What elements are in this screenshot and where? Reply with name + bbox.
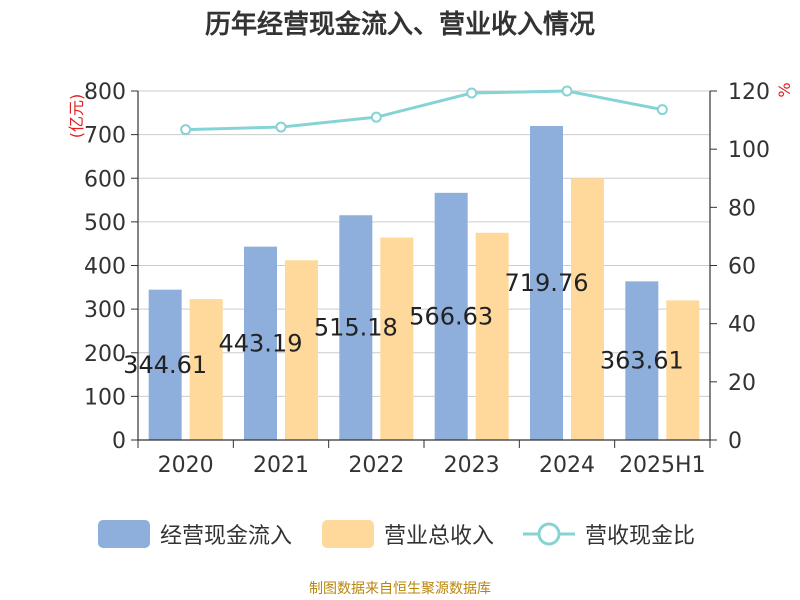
x-tick-label: 2020 xyxy=(158,453,214,478)
y-right-tick-label: 120 xyxy=(728,80,770,105)
point-ratio xyxy=(466,87,478,99)
bar-cash-inflow xyxy=(625,281,659,440)
y-left-axis-label: (亿元) xyxy=(67,94,86,139)
y-right-tick-label: 60 xyxy=(728,255,756,280)
x-tick-label: 2025H1 xyxy=(619,453,706,478)
y-left-tick-label: 700 xyxy=(84,124,126,149)
y-left-tick-label: 200 xyxy=(84,342,126,367)
point-ratio xyxy=(370,111,382,123)
data-label-cash-inflow: 363.61 xyxy=(600,347,684,375)
line-ratio xyxy=(185,89,663,132)
bar-cash-inflow xyxy=(530,126,563,440)
x-tick-label: 2023 xyxy=(444,453,500,478)
chart-title: 历年经营现金流入、营业收入情况 xyxy=(204,10,595,40)
y-right-tick-label: 20 xyxy=(728,371,756,396)
y-left-tick-label: 300 xyxy=(84,298,126,323)
bar-revenue xyxy=(571,178,604,440)
y-right-axis-label: % xyxy=(775,82,794,97)
data-label-cash-inflow: 344.61 xyxy=(123,351,207,379)
bar-revenue xyxy=(475,232,509,440)
x-tick-label: 2022 xyxy=(348,453,404,478)
y-left-tick-label: 100 xyxy=(84,385,126,410)
bar-revenue xyxy=(666,300,700,440)
point-ratio xyxy=(180,124,192,136)
bar-cash-inflow xyxy=(244,246,277,440)
y-right-tick-label: 80 xyxy=(728,196,756,221)
y-left-tick-label: 500 xyxy=(84,211,126,236)
x-tick-label: 2021 xyxy=(253,453,309,478)
chart-plot: 0 100 200 300 400 500 600 700 800 0 20 40 60 80 100 120… xyxy=(67,80,794,478)
y-right-tick-label: 100 xyxy=(728,138,770,163)
legend-item-ratio[interactable]: 营收现金比 xyxy=(523,518,695,550)
legend-label: 营业总收入 xyxy=(384,524,495,549)
bar-revenue xyxy=(189,299,223,440)
y-left-tick-label: 400 xyxy=(84,255,126,280)
legend-item-revenue[interactable]: 营业总收入 xyxy=(322,518,494,550)
bar-revenue xyxy=(380,237,414,440)
y-left-tick-label: 800 xyxy=(84,80,126,105)
bar-cash-inflow xyxy=(339,215,373,440)
bar-cash-inflow xyxy=(434,192,468,440)
data-label-cash-inflow: 443.19 xyxy=(219,329,303,357)
legend-swatch xyxy=(523,522,575,546)
source-note: 制图数据来自恒生聚源数据库 xyxy=(309,581,491,597)
legend-label: 营收现金比 xyxy=(585,524,696,549)
y-left-tick-label: 600 xyxy=(84,167,126,192)
bar-cash-inflow xyxy=(148,289,182,440)
point-ratio xyxy=(656,104,668,116)
legend-item-cash-inflow[interactable]: 经营现金流入 xyxy=(98,518,292,550)
bar-revenue xyxy=(285,260,318,440)
legend-label: 经营现金流入 xyxy=(160,524,293,549)
data-label-cash-inflow: 719.76 xyxy=(505,269,589,297)
data-label-cash-inflow: 515.18 xyxy=(314,314,398,342)
point-ratio xyxy=(561,85,573,97)
y-right-tick-label: 0 xyxy=(728,429,742,454)
y-left-tick-label: 0 xyxy=(112,429,126,454)
y-right-tick-label: 40 xyxy=(728,313,756,338)
legend-swatch xyxy=(322,520,374,548)
x-tick-label: 2024 xyxy=(539,453,595,478)
point-ratio xyxy=(275,121,287,133)
legend-swatch xyxy=(98,520,150,548)
data-label-cash-inflow: 566.63 xyxy=(409,302,493,330)
